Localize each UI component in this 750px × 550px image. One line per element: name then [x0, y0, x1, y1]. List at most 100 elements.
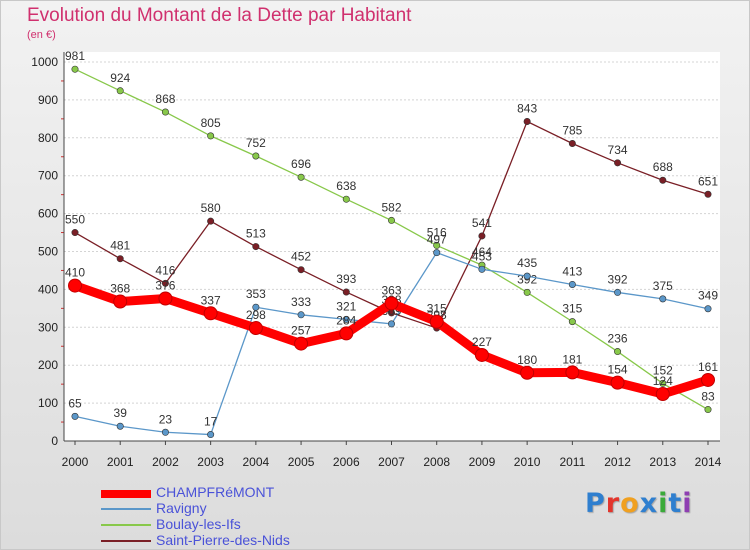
data-point	[610, 375, 625, 390]
data-label: 315	[562, 302, 582, 316]
logo-letter: P	[585, 488, 606, 519]
data-label: 376	[155, 278, 175, 292]
data-label: 333	[291, 295, 311, 309]
data-label: 375	[653, 279, 673, 293]
legend-label-boulay: Boulay-les-Ifs	[156, 516, 241, 532]
data-point	[113, 294, 128, 309]
x-tick-label: 2007	[378, 455, 405, 469]
logo-letter: i	[682, 488, 693, 519]
data-point	[252, 243, 260, 251]
y-tick-label: 300	[38, 320, 58, 334]
legend-swatch-boulay	[101, 524, 151, 526]
legend-swatch-saint-pierre	[101, 540, 151, 542]
data-point	[520, 365, 535, 380]
y-tick-label: 400	[38, 282, 58, 296]
data-label: 154	[608, 363, 628, 377]
data-point	[478, 232, 486, 240]
data-label: 298	[246, 308, 266, 322]
y-tick-label: 800	[38, 131, 58, 145]
legend-label-saint-pierre: Saint-Pierre-des-Nids	[156, 532, 290, 548]
data-label: 83	[701, 390, 715, 404]
logo-letter: o	[620, 488, 640, 519]
x-tick-label: 2008	[423, 455, 450, 469]
data-label: 124	[653, 374, 673, 388]
data-label: 416	[155, 263, 175, 277]
data-point	[433, 249, 441, 257]
data-label: 452	[291, 250, 311, 264]
data-point	[614, 159, 622, 167]
y-tick-label: 0	[51, 434, 58, 448]
x-tick-label: 2012	[604, 455, 631, 469]
data-label: 353	[246, 287, 266, 301]
data-point	[568, 318, 576, 326]
x-tick-label: 2005	[288, 455, 315, 469]
data-label: 513	[246, 227, 266, 241]
data-label: 65	[68, 396, 82, 410]
data-point	[116, 255, 124, 263]
x-tick-label: 2006	[333, 455, 360, 469]
data-point	[207, 431, 215, 439]
data-label: 257	[291, 324, 311, 338]
legend-label-champfremont: CHAMPFRéMONT	[156, 484, 275, 500]
data-point	[71, 65, 79, 73]
x-tick-label: 2004	[243, 455, 270, 469]
data-label: 236	[608, 332, 628, 346]
data-label: 497	[427, 233, 447, 247]
data-label: 541	[472, 216, 492, 230]
y-tick-label: 500	[38, 245, 58, 259]
data-point	[614, 348, 622, 356]
data-point	[704, 406, 712, 414]
data-point	[252, 152, 260, 160]
data-point	[339, 326, 354, 341]
data-point	[342, 195, 350, 203]
data-point	[252, 303, 260, 311]
data-point	[659, 295, 667, 303]
data-point	[297, 266, 305, 274]
data-label: 696	[291, 157, 311, 171]
data-label: 410	[65, 266, 85, 280]
data-point	[474, 347, 489, 362]
data-point	[116, 422, 124, 430]
data-label: 981	[65, 49, 85, 63]
data-label: 161	[698, 360, 718, 374]
data-label: 785	[562, 123, 582, 137]
data-point	[655, 387, 670, 402]
x-tick-label: 2000	[62, 455, 89, 469]
y-tick-label: 900	[38, 93, 58, 107]
data-point	[701, 372, 715, 387]
y-tick-label: 600	[38, 207, 58, 221]
data-label: 227	[472, 335, 492, 349]
x-tick-label: 2002	[152, 455, 179, 469]
data-label: 843	[517, 102, 537, 116]
data-point	[568, 280, 576, 288]
data-label: 734	[608, 143, 628, 157]
data-label: 315	[427, 302, 447, 316]
data-point	[568, 139, 576, 147]
x-tick-label: 2001	[107, 455, 134, 469]
data-point	[523, 272, 531, 280]
data-point	[387, 216, 395, 224]
data-label: 392	[608, 272, 628, 286]
data-point	[161, 108, 169, 116]
data-label: 868	[155, 92, 175, 106]
data-point	[207, 217, 215, 225]
legend-swatch-ravigny	[101, 508, 151, 510]
chart-title: Evolution du Montant de la Dette par Hab…	[27, 5, 412, 26]
y-tick-label: 200	[38, 358, 58, 372]
data-label: 453	[472, 249, 492, 263]
data-label: 464	[472, 245, 492, 259]
data-label: 582	[381, 200, 401, 214]
logo-letter: r	[605, 488, 621, 519]
data-point	[387, 320, 395, 328]
data-label: 550	[65, 213, 85, 227]
data-label: 284	[336, 313, 356, 327]
data-label: 393	[336, 272, 356, 286]
data-point	[71, 229, 79, 237]
data-label: 349	[698, 289, 718, 303]
data-label: 363	[381, 283, 401, 297]
x-tick-label: 2011	[559, 455, 585, 469]
data-label: 23	[159, 412, 173, 426]
data-label: 805	[201, 116, 221, 130]
x-tick-label: 2010	[514, 455, 541, 469]
